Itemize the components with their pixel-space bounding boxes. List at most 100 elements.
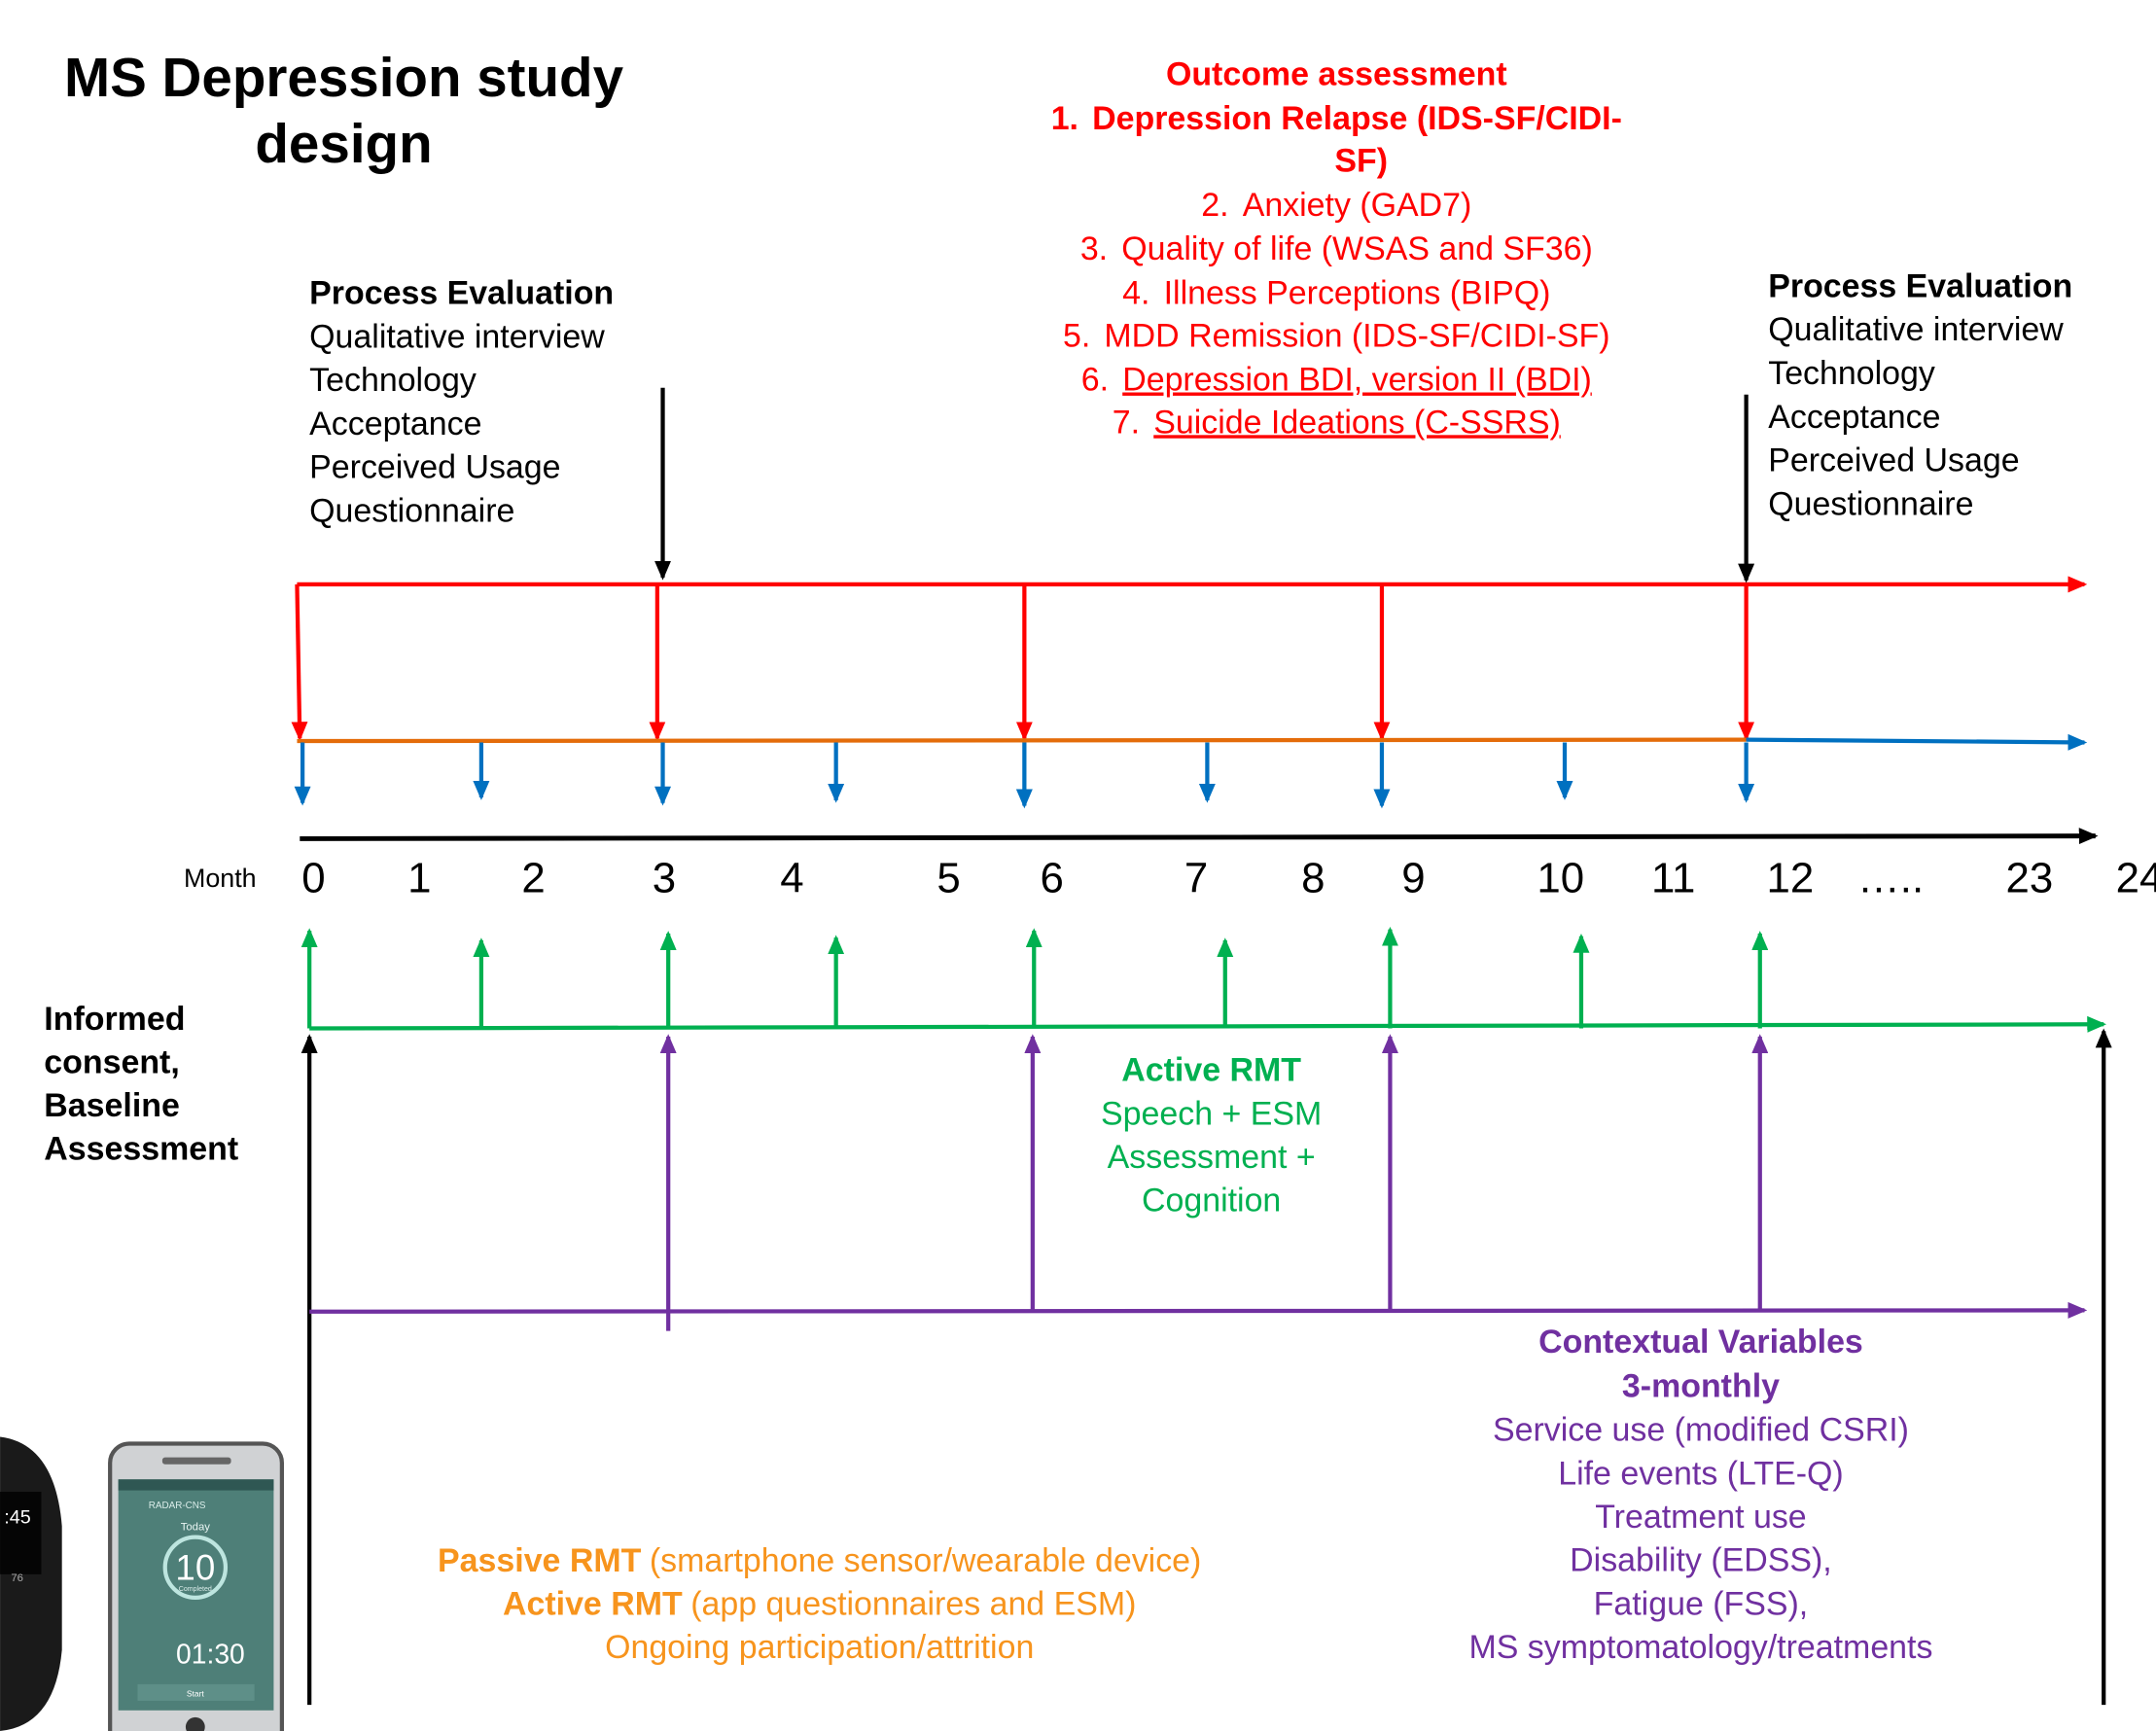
month-label: 8 xyxy=(1301,855,1325,902)
process-line: Perceived Usage xyxy=(309,449,560,486)
contextual-line xyxy=(309,1310,2084,1311)
month-label: 3 xyxy=(653,855,676,902)
process-evaluation-left: Process Evaluation Qualitative interview T… xyxy=(309,274,614,529)
process-line: Perceived Usage xyxy=(1768,442,2019,479)
passive-text: (smartphone sensor/wearable device) xyxy=(650,1542,1202,1579)
phone-status-bar xyxy=(119,1479,274,1490)
title: MS Depression study xyxy=(64,47,624,108)
outcome-item-text: Suicide Ideations (C-SSRS) xyxy=(1153,404,1561,441)
month-label: ….. xyxy=(1857,855,1924,902)
active-rmt-line xyxy=(309,1024,2103,1028)
passive-text: (app questionnaires and ESM) xyxy=(690,1586,1136,1623)
month-label: 1 xyxy=(407,855,431,902)
active-rmt-line: Assessment + xyxy=(1108,1139,1316,1176)
passive-bold: Active RMT xyxy=(503,1586,683,1623)
process-heading: Process Evaluation xyxy=(309,274,614,311)
phone-text: RADAR-CNS xyxy=(149,1501,206,1511)
page-body: { "title_lines": ["MS Depression study",… xyxy=(0,0,2156,1731)
outcome-item-number: 2. xyxy=(1201,187,1228,224)
consent-line: Baseline xyxy=(44,1087,180,1124)
process-line: Technology xyxy=(309,362,477,399)
outcome-item-text: Depression Relapse (IDS-SF/CIDI- xyxy=(1092,100,1622,137)
diagram: MS Depression study design Outcome asses… xyxy=(0,0,2156,1731)
process-evaluation-right: Process Evaluation Qualitative interview T… xyxy=(1768,267,2072,522)
process-line: Acceptance xyxy=(309,406,481,442)
process-line: Questionnaire xyxy=(1768,485,1973,522)
outcome-item-text: Illness Perceptions (BIPQ) xyxy=(1164,274,1551,311)
month-axis xyxy=(300,836,2095,839)
month-label: 10 xyxy=(1537,855,1584,902)
contextual-line: Disability (EDSS), xyxy=(1570,1542,1832,1579)
outcome-item-text: Quality of life (WSAS and SF36) xyxy=(1121,230,1593,267)
outcome-item: 1. Depression Relapse (IDS-SF/CIDI- xyxy=(1051,100,1622,137)
phone-text: Today xyxy=(181,1522,210,1534)
month-label: 7 xyxy=(1184,855,1208,902)
watch-text: 76 xyxy=(11,1572,23,1584)
consent-line: Informed xyxy=(44,1001,185,1038)
outcome-item: 3. Quality of life (WSAS and SF36) xyxy=(1080,230,1593,267)
outcome-item-text: MDD Remission (IDS-SF/CIDI-SF) xyxy=(1104,317,1609,354)
month-axis-label: Month xyxy=(184,864,257,893)
phone: RADAR-CNS Today 10 Completed 01:30 Start xyxy=(110,1444,282,1731)
outcome-timeline xyxy=(297,584,2084,738)
passive-line: Active RMT(app questionnaires and ESM) xyxy=(503,1586,1136,1623)
active-rmt-line: Speech + ESM xyxy=(1101,1096,1322,1133)
page: MS Depression study design html, body { … xyxy=(0,0,2156,1731)
outcome-item-number: 7. xyxy=(1113,404,1140,441)
active-rmt-line: Cognition xyxy=(1142,1183,1281,1219)
green-arrows xyxy=(309,930,1760,1029)
outcome-item: 7. Suicide Ideations (C-SSRS) xyxy=(1113,404,1561,441)
active-rmt: Active RMTSpeech + ESMAssessment +Cognit… xyxy=(1101,1051,1322,1219)
contextual-line: MS symptomatology/treatments xyxy=(1468,1629,1932,1666)
process-line: Technology xyxy=(1768,355,1935,392)
outcome-item-continuation: SF) xyxy=(1334,143,1388,180)
process-line: Qualitative interview xyxy=(309,318,605,355)
month-label: 0 xyxy=(301,855,325,902)
outcome-item: 4. Illness Perceptions (BIPQ) xyxy=(1122,274,1550,311)
contextual-heading: 3-monthly xyxy=(1622,1367,1780,1404)
contextual-heading: Contextual Variables xyxy=(1538,1324,1863,1360)
outcome-assessment: Outcome assessment 1. Depression Relapse … xyxy=(1051,56,1622,442)
outcome-item: 5. MDD Remission (IDS-SF/CIDI-SF) xyxy=(1063,317,1610,354)
month-label: 9 xyxy=(1401,855,1425,902)
outcome-item-number: 5. xyxy=(1063,317,1090,354)
consent-line: consent, xyxy=(44,1043,179,1080)
outcome-item-text: Depression BDI, version II (BDI) xyxy=(1122,362,1592,399)
month-label: 12 xyxy=(1766,855,1814,902)
phone-text: Completed xyxy=(179,1586,212,1593)
month-label: 11 xyxy=(1651,855,1695,902)
outcome-item-number: 1. xyxy=(1051,100,1078,137)
phone-text: Start xyxy=(187,1689,205,1699)
outcome-item: 6. Depression BDI, version II (BDI) xyxy=(1081,362,1592,399)
passive-text: Ongoing participation/attrition xyxy=(605,1629,1034,1666)
month-label: 2 xyxy=(521,855,545,902)
month-label: 5 xyxy=(937,855,960,902)
contextual-line: Life events (LTE-Q) xyxy=(1558,1455,1843,1492)
outcome-item-text: Anxiety (GAD7) xyxy=(1243,187,1472,224)
outcome-heading: Outcome assessment xyxy=(1166,56,1507,93)
phone-speaker xyxy=(162,1458,231,1465)
watch: :45 76 xyxy=(0,1436,62,1731)
process-line: Acceptance xyxy=(1768,399,1940,436)
outcome-item-number: 4. xyxy=(1122,274,1149,311)
contextual-line: Fatigue (FSS), xyxy=(1594,1585,1809,1622)
passive-line: Ongoing participation/attrition xyxy=(605,1629,1034,1666)
month-label: 6 xyxy=(1040,855,1063,902)
outcome-arrow xyxy=(297,584,300,738)
outcome-item-number: 6. xyxy=(1081,362,1109,399)
month-label: 4 xyxy=(780,855,803,902)
contextual-line: Service use (modified CSRI) xyxy=(1493,1412,1909,1449)
process-line: Qualitative interview xyxy=(1768,311,2064,348)
outcome-item-number: 3. xyxy=(1080,230,1108,267)
outcome-item: 2. Anxiety (GAD7) xyxy=(1201,187,1471,224)
blue-arrows xyxy=(302,742,1747,805)
phone-screen xyxy=(119,1479,274,1711)
watch-screen xyxy=(0,1492,41,1574)
watch-text: :45 xyxy=(4,1507,31,1529)
month-label: 23 xyxy=(2005,855,2053,902)
phone-text: 01:30 xyxy=(176,1639,245,1670)
process-heading: Process Evaluation xyxy=(1768,267,2072,304)
passive-line xyxy=(297,740,1746,741)
